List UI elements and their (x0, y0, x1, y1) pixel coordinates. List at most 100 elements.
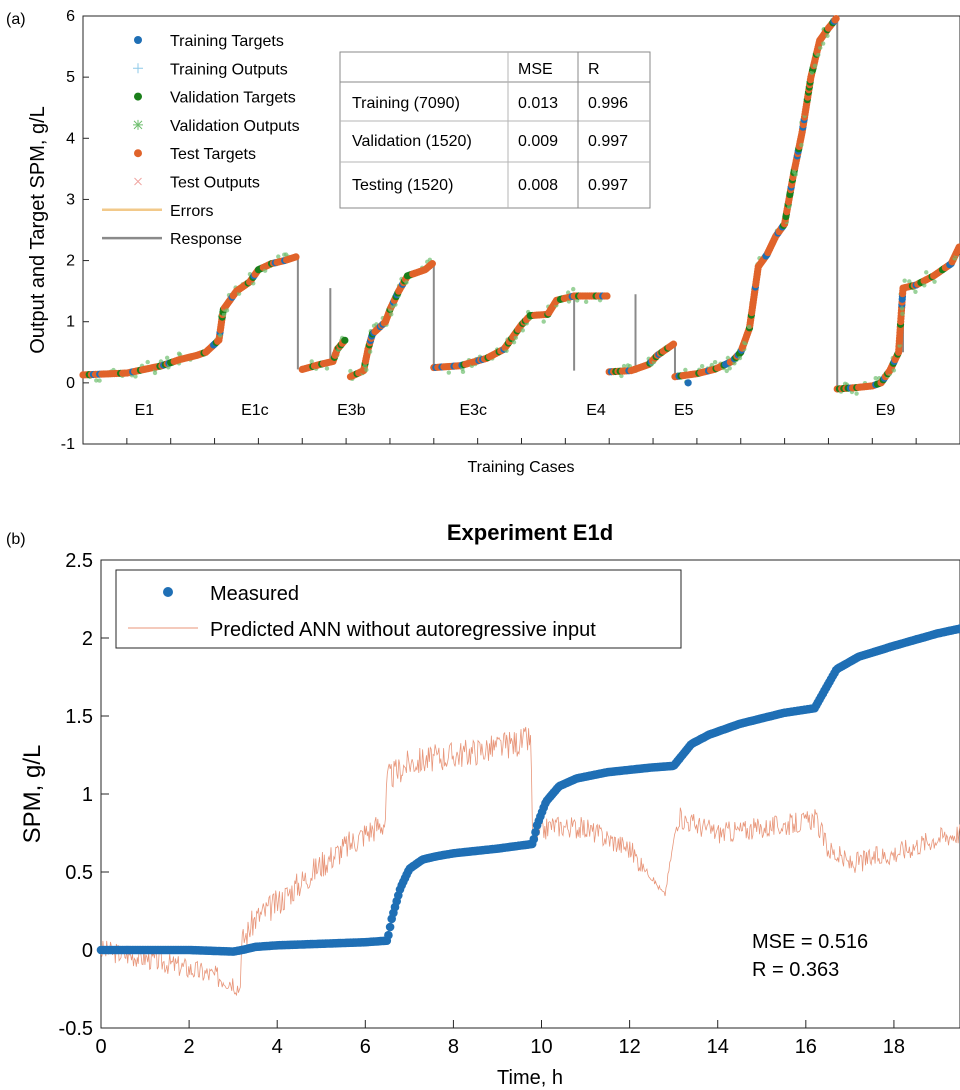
measured-point (531, 827, 540, 837)
annotation-r: R = 0.363 (752, 959, 839, 981)
panel-a-label: (a) (6, 11, 26, 28)
panel-b-label: (b) (6, 531, 26, 548)
panel-b-x-tick-label: 6 (360, 1036, 371, 1058)
measured-point (385, 922, 395, 932)
stats-table-cell: 0.997 (588, 177, 628, 194)
panel-a-y-axis-label: Output and Target SPM, g/L (27, 106, 49, 354)
validation-output-point (742, 340, 747, 345)
validation-output-point (727, 366, 732, 371)
panel-a-y-tick-label: 4 (66, 130, 75, 147)
panel-b-y-tick-label: 2.5 (65, 550, 93, 572)
validation-output-point (907, 279, 912, 284)
annotation-mse: MSE = 0.516 (752, 931, 868, 953)
panel-a-y-tick-label: 0 (66, 375, 75, 392)
validation-output-point (309, 359, 314, 364)
stats-table-cell: 0.997 (588, 133, 628, 150)
test-target-point (955, 243, 960, 251)
panel-b-x-tick-label: 2 (184, 1036, 195, 1058)
segment-E5 (671, 14, 840, 385)
validation-output-point (619, 373, 624, 379)
stats-table-header-mse: MSE (518, 61, 553, 78)
panel-b-x-tick-label: 4 (272, 1036, 283, 1058)
legend-marker (134, 177, 142, 186)
validation-output-point (891, 368, 897, 373)
validation-output-point (152, 370, 158, 376)
test-target-point (428, 260, 436, 268)
validation-output-point (367, 349, 373, 354)
legend-item: Errors (102, 203, 214, 220)
legend-label: Errors (170, 203, 214, 220)
validation-output-point (809, 70, 815, 75)
validation-output-point (737, 355, 743, 361)
stats-table: MSE R Training (7090) 0.013 0.996 Valida… (339, 51, 651, 209)
experiment-label-e4: E4 (586, 402, 606, 419)
panel-a-y-tick-label: 1 (66, 314, 75, 331)
legend-label: Validation Outputs (170, 118, 300, 135)
panel-b-series (96, 624, 960, 996)
validation-output-point (709, 362, 715, 368)
validation-output-point (324, 366, 330, 371)
legend-item: Test Outputs (134, 175, 260, 192)
legend-label-measured: Measured (210, 583, 299, 605)
legend-marker (134, 92, 142, 101)
validation-target-point (341, 336, 349, 344)
legend-item: Response (102, 231, 242, 248)
stats-table-cell: 0.009 (518, 133, 558, 150)
stats-table-cell: 0.996 (588, 95, 628, 112)
validation-output-point (133, 374, 138, 379)
legend-marker (134, 36, 142, 44)
experiment-label-e1: E1 (135, 402, 155, 419)
panel-b-x-tick-label: 12 (618, 1036, 640, 1058)
panel-b-y-tick-label: 0.5 (65, 862, 93, 884)
panel-b: (b) Experiment E1d -0.500.511.522.50 2 4 6 8… (6, 520, 960, 1089)
validation-output-point (571, 286, 576, 292)
validation-output-point (812, 63, 818, 68)
panel-b-y-tick-label: 0 (82, 940, 93, 962)
panel-a-experiment-labels: E1 E1c E3b E3c E4 E5 E9 (135, 402, 896, 419)
panel-a-y-tick-label: 2 (66, 253, 75, 270)
test-target-point (603, 292, 611, 300)
panel-b-x-tick-label: 0 (95, 1036, 106, 1058)
segment-E4 (605, 340, 678, 379)
panel-b-x-tick-label: 16 (795, 1036, 817, 1058)
legend-marker (133, 63, 143, 74)
segment-E1 (79, 252, 300, 383)
panel-a-y-tick-label: -1 (61, 436, 75, 453)
validation-output-point (791, 169, 797, 175)
legend-item: Validation Targets (134, 90, 296, 107)
experiment-label-e5: E5 (674, 402, 694, 419)
panel-a-y-tick-label: 5 (66, 69, 75, 86)
measured-point (384, 930, 393, 940)
validation-output-point (816, 52, 821, 57)
validation-output-point (513, 335, 518, 340)
panel-b-ticks: -0.500.511.522.50 2 4 6 8 10 12 14 16 18 (59, 550, 906, 1058)
stats-table-row-label: Validation (1520) (352, 133, 472, 150)
validation-output-point (145, 359, 150, 365)
segment-E9 (833, 243, 960, 396)
experiment-label-e3c: E3c (459, 402, 487, 419)
validation-output-point (446, 370, 452, 375)
validation-output-point (541, 319, 546, 324)
stats-table-border (339, 51, 651, 209)
validation-output-point (724, 368, 729, 374)
legend-label: Validation Targets (170, 90, 296, 107)
validation-output-point (799, 142, 804, 148)
validation-output-point (97, 378, 102, 383)
validation-output-point (932, 279, 937, 284)
panel-b-x-tick-label: 8 (448, 1036, 459, 1058)
validation-output-point (164, 355, 170, 361)
validation-output-point (583, 299, 589, 304)
stats-table-row-label: Training (7090) (352, 95, 460, 112)
test-target-point (832, 14, 840, 23)
panel-a-x-axis-label: Training Cases (467, 459, 574, 476)
panel-a-y-tick-label: 3 (66, 191, 75, 208)
validation-output-point (348, 368, 353, 374)
validation-output-point (224, 308, 230, 313)
validation-output-point (404, 280, 409, 285)
stats-table-cell: 0.008 (518, 177, 558, 194)
validation-output-point (364, 367, 369, 372)
legend-label: Response (170, 231, 242, 248)
validation-output-point (520, 328, 525, 333)
panel-b-y-tick-label: -0.5 (59, 1018, 93, 1040)
panel-b-legend: Measured Predicted ANN without autoregre… (115, 569, 682, 649)
